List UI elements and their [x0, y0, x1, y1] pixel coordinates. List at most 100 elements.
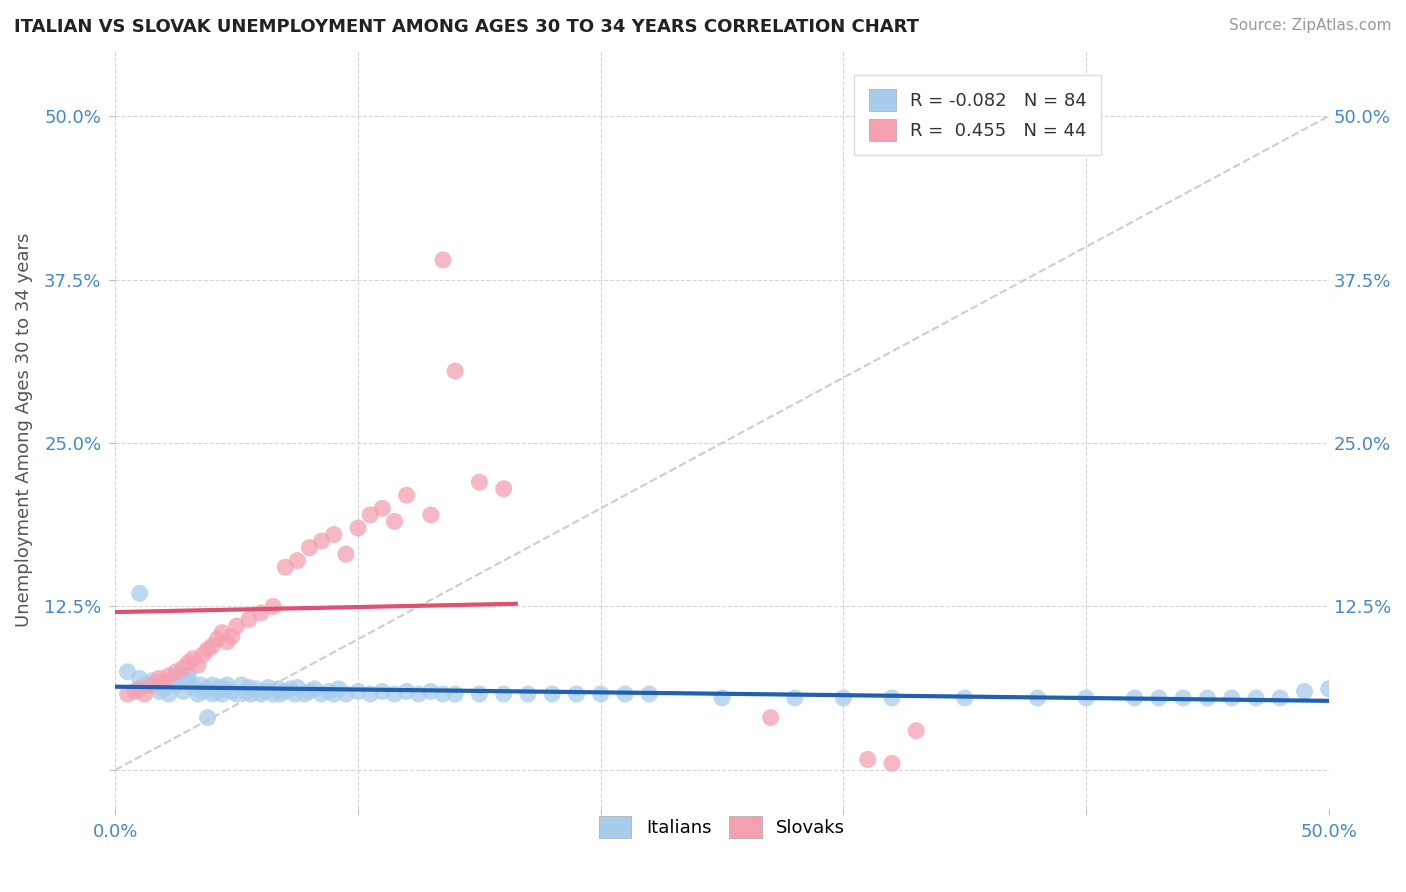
Point [207, 632, 229, 647]
Point [516, 687, 538, 701]
Point [759, 710, 782, 724]
Point [117, 665, 139, 679]
Point [419, 684, 441, 698]
Point [191, 684, 214, 698]
Point [134, 687, 156, 701]
Point [1197, 690, 1219, 705]
Point [153, 681, 176, 696]
Point [172, 661, 194, 675]
Point [953, 690, 976, 705]
Point [254, 684, 277, 698]
Point [335, 547, 357, 561]
Point [262, 687, 284, 701]
Point [274, 560, 297, 574]
Point [128, 672, 150, 686]
Point [128, 681, 150, 696]
Point [148, 672, 170, 686]
Point [165, 678, 187, 692]
Point [395, 488, 418, 502]
Point [225, 687, 247, 701]
Point [148, 684, 170, 698]
Point [335, 687, 357, 701]
Point [359, 508, 381, 522]
Point [408, 687, 430, 701]
Point [240, 687, 263, 701]
Y-axis label: Unemployment Among Ages 30 to 34 years: Unemployment Among Ages 30 to 34 years [15, 233, 32, 627]
Point [181, 681, 204, 695]
Point [1270, 690, 1292, 705]
Point [128, 586, 150, 600]
Point [1317, 681, 1340, 696]
Point [250, 606, 273, 620]
Point [432, 252, 454, 267]
Point [395, 684, 418, 698]
Point [384, 687, 406, 701]
Point [322, 527, 344, 541]
Point [181, 652, 204, 666]
Point [141, 678, 163, 692]
Point [1244, 690, 1267, 705]
Point [269, 687, 291, 701]
Text: ITALIAN VS SLOVAK UNEMPLOYMENT AMONG AGES 30 TO 34 YEARS CORRELATION CHART: ITALIAN VS SLOVAK UNEMPLOYMENT AMONG AGE… [14, 18, 920, 36]
Point [311, 687, 333, 701]
Point [208, 681, 231, 695]
Point [444, 687, 467, 701]
Point [359, 687, 381, 701]
Point [191, 648, 214, 662]
Point [211, 687, 233, 701]
Point [856, 752, 879, 766]
Point [589, 687, 612, 701]
Point [250, 687, 273, 701]
Point [188, 678, 211, 692]
Point [141, 673, 163, 688]
Point [492, 482, 515, 496]
Point [134, 678, 156, 692]
Point [238, 613, 260, 627]
Point [347, 684, 370, 698]
Point [201, 678, 224, 692]
Point [177, 673, 200, 688]
Point [165, 665, 187, 679]
Point [197, 681, 219, 696]
Point [298, 684, 321, 698]
Point [322, 687, 344, 701]
Point [215, 634, 238, 648]
Point [117, 687, 139, 701]
Point [197, 710, 219, 724]
Point [298, 541, 321, 555]
Point [225, 619, 247, 633]
Point [1123, 690, 1146, 705]
Point [492, 687, 515, 701]
Point [287, 554, 309, 568]
Point [124, 684, 146, 698]
Point [153, 673, 176, 688]
Point [187, 658, 209, 673]
Point [284, 687, 307, 701]
Point [177, 669, 200, 683]
Point [245, 681, 267, 696]
Point [215, 678, 238, 692]
Point [287, 681, 309, 695]
Point [201, 639, 224, 653]
Point [304, 681, 326, 696]
Point [419, 508, 441, 522]
Point [905, 723, 928, 738]
Point [384, 515, 406, 529]
Point [1074, 690, 1097, 705]
Point [468, 475, 491, 490]
Point [432, 687, 454, 701]
Point [328, 681, 350, 696]
Point [231, 678, 253, 692]
Point [201, 687, 224, 701]
Point [371, 501, 394, 516]
Point [274, 684, 297, 698]
Point [211, 625, 233, 640]
Text: Source: ZipAtlas.com: Source: ZipAtlas.com [1229, 18, 1392, 33]
Point [187, 687, 209, 701]
Point [347, 521, 370, 535]
Point [278, 681, 301, 696]
Point [783, 690, 806, 705]
Point [214, 681, 236, 696]
Point [318, 684, 340, 698]
Point [267, 681, 290, 696]
